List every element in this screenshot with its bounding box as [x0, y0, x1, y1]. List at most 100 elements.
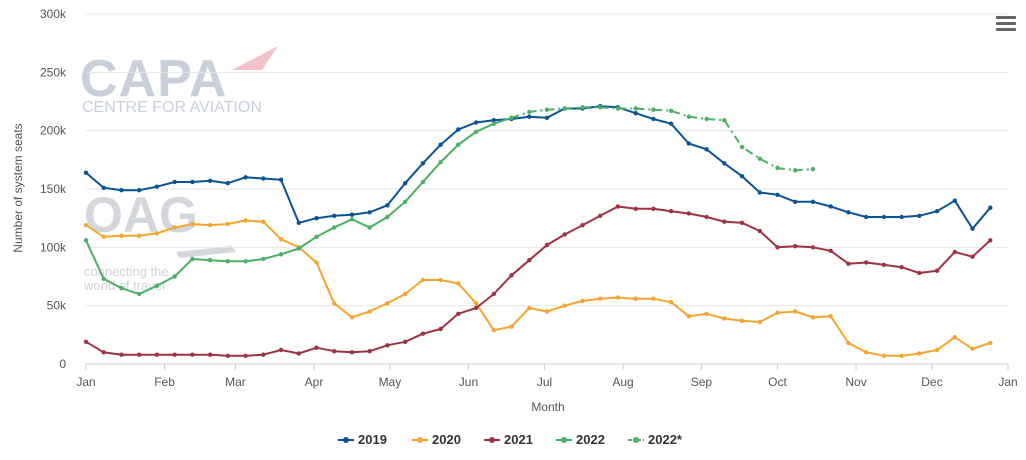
data-point[interactable] [473, 301, 479, 306]
data-point[interactable] [332, 213, 337, 218]
data-point[interactable] [934, 268, 940, 273]
data-point[interactable] [137, 291, 142, 297]
data-point[interactable] [952, 335, 957, 340]
data-point[interactable] [456, 127, 461, 132]
data-point[interactable] [544, 309, 550, 314]
data-point[interactable] [775, 165, 780, 171]
data-point[interactable] [225, 221, 230, 227]
data-point[interactable] [278, 252, 284, 257]
data-point[interactable] [633, 106, 638, 111]
data-point[interactable] [598, 213, 603, 218]
data-point[interactable] [456, 142, 461, 147]
data-point[interactable] [190, 256, 195, 262]
data-point[interactable] [580, 298, 585, 304]
data-point[interactable] [775, 192, 780, 197]
data-point[interactable] [704, 214, 709, 220]
data-point[interactable] [633, 296, 638, 301]
data-point[interactable] [225, 259, 230, 264]
data-point[interactable] [349, 212, 355, 217]
data-point[interactable] [775, 310, 780, 315]
data-point[interactable] [544, 242, 550, 248]
data-point[interactable] [207, 352, 213, 357]
data-point[interactable] [686, 314, 691, 319]
data-point[interactable] [509, 273, 514, 278]
legend-item[interactable]: 2021 [484, 432, 533, 447]
data-point[interactable] [456, 311, 461, 316]
data-point[interactable] [527, 114, 532, 119]
data-point[interactable] [349, 217, 355, 222]
data-point[interactable] [438, 142, 443, 147]
data-point[interactable] [509, 324, 514, 329]
data-point[interactable] [704, 311, 709, 316]
data-point[interactable] [367, 225, 372, 230]
data-point[interactable] [668, 209, 674, 214]
data-point[interactable] [864, 260, 869, 265]
data-point[interactable] [881, 214, 887, 220]
data-point[interactable] [190, 221, 195, 227]
data-point[interactable] [296, 246, 301, 251]
data-point[interactable] [828, 314, 833, 319]
data-point[interactable] [917, 270, 922, 276]
data-point[interactable] [739, 174, 745, 179]
data-point[interactable] [385, 214, 390, 220]
data-point[interactable] [598, 296, 603, 301]
data-point[interactable] [420, 331, 426, 336]
data-point[interactable] [828, 248, 833, 253]
data-point[interactable] [172, 179, 177, 185]
data-point[interactable] [704, 116, 709, 122]
data-point[interactable] [544, 115, 550, 121]
data-point[interactable] [137, 188, 142, 193]
data-point[interactable] [934, 209, 940, 214]
data-point[interactable] [651, 296, 656, 301]
data-point[interactable] [668, 108, 674, 114]
data-point[interactable] [119, 233, 124, 238]
data-point[interactable] [278, 237, 284, 242]
data-point[interactable] [261, 256, 266, 262]
data-point[interactable] [527, 258, 532, 263]
data-point[interactable] [385, 203, 390, 208]
data-point[interactable] [420, 277, 426, 283]
data-point[interactable] [633, 206, 638, 211]
data-point[interactable] [278, 177, 284, 182]
data-point[interactable] [403, 199, 408, 204]
data-point[interactable] [739, 144, 745, 150]
data-point[interactable] [367, 210, 372, 215]
data-point[interactable] [881, 353, 887, 358]
data-point[interactable] [473, 120, 479, 125]
data-point[interactable] [438, 326, 443, 332]
data-point[interactable] [225, 353, 230, 358]
legend-item[interactable]: 2022* [628, 432, 683, 447]
data-point[interactable] [846, 340, 851, 346]
data-point[interactable] [314, 260, 319, 265]
data-point[interactable] [722, 219, 727, 224]
data-point[interactable] [243, 259, 248, 264]
data-point[interactable] [810, 315, 816, 320]
data-point[interactable] [473, 129, 479, 134]
data-point[interactable] [580, 105, 585, 110]
data-point[interactable] [615, 204, 621, 209]
data-point[interactable] [793, 199, 798, 204]
data-point[interactable] [207, 178, 213, 183]
data-point[interactable] [190, 352, 195, 357]
data-point[interactable] [580, 223, 585, 228]
data-point[interactable] [314, 216, 319, 221]
data-point[interactable] [332, 349, 337, 354]
data-point[interactable] [83, 238, 89, 243]
data-point[interactable] [243, 218, 248, 223]
data-point[interactable] [864, 214, 869, 220]
data-point[interactable] [172, 225, 177, 230]
data-point[interactable] [261, 219, 266, 224]
data-point[interactable] [385, 343, 390, 348]
data-point[interactable] [491, 291, 496, 297]
data-point[interactable] [403, 291, 408, 297]
data-point[interactable] [988, 238, 993, 243]
data-point[interactable] [367, 309, 372, 314]
data-point[interactable] [349, 350, 355, 355]
data-point[interactable] [970, 254, 975, 259]
data-point[interactable] [651, 107, 656, 112]
data-point[interactable] [154, 283, 160, 288]
data-point[interactable] [988, 205, 993, 210]
data-point[interactable] [934, 347, 940, 353]
data-point[interactable] [385, 301, 390, 306]
data-point[interactable] [881, 262, 887, 267]
